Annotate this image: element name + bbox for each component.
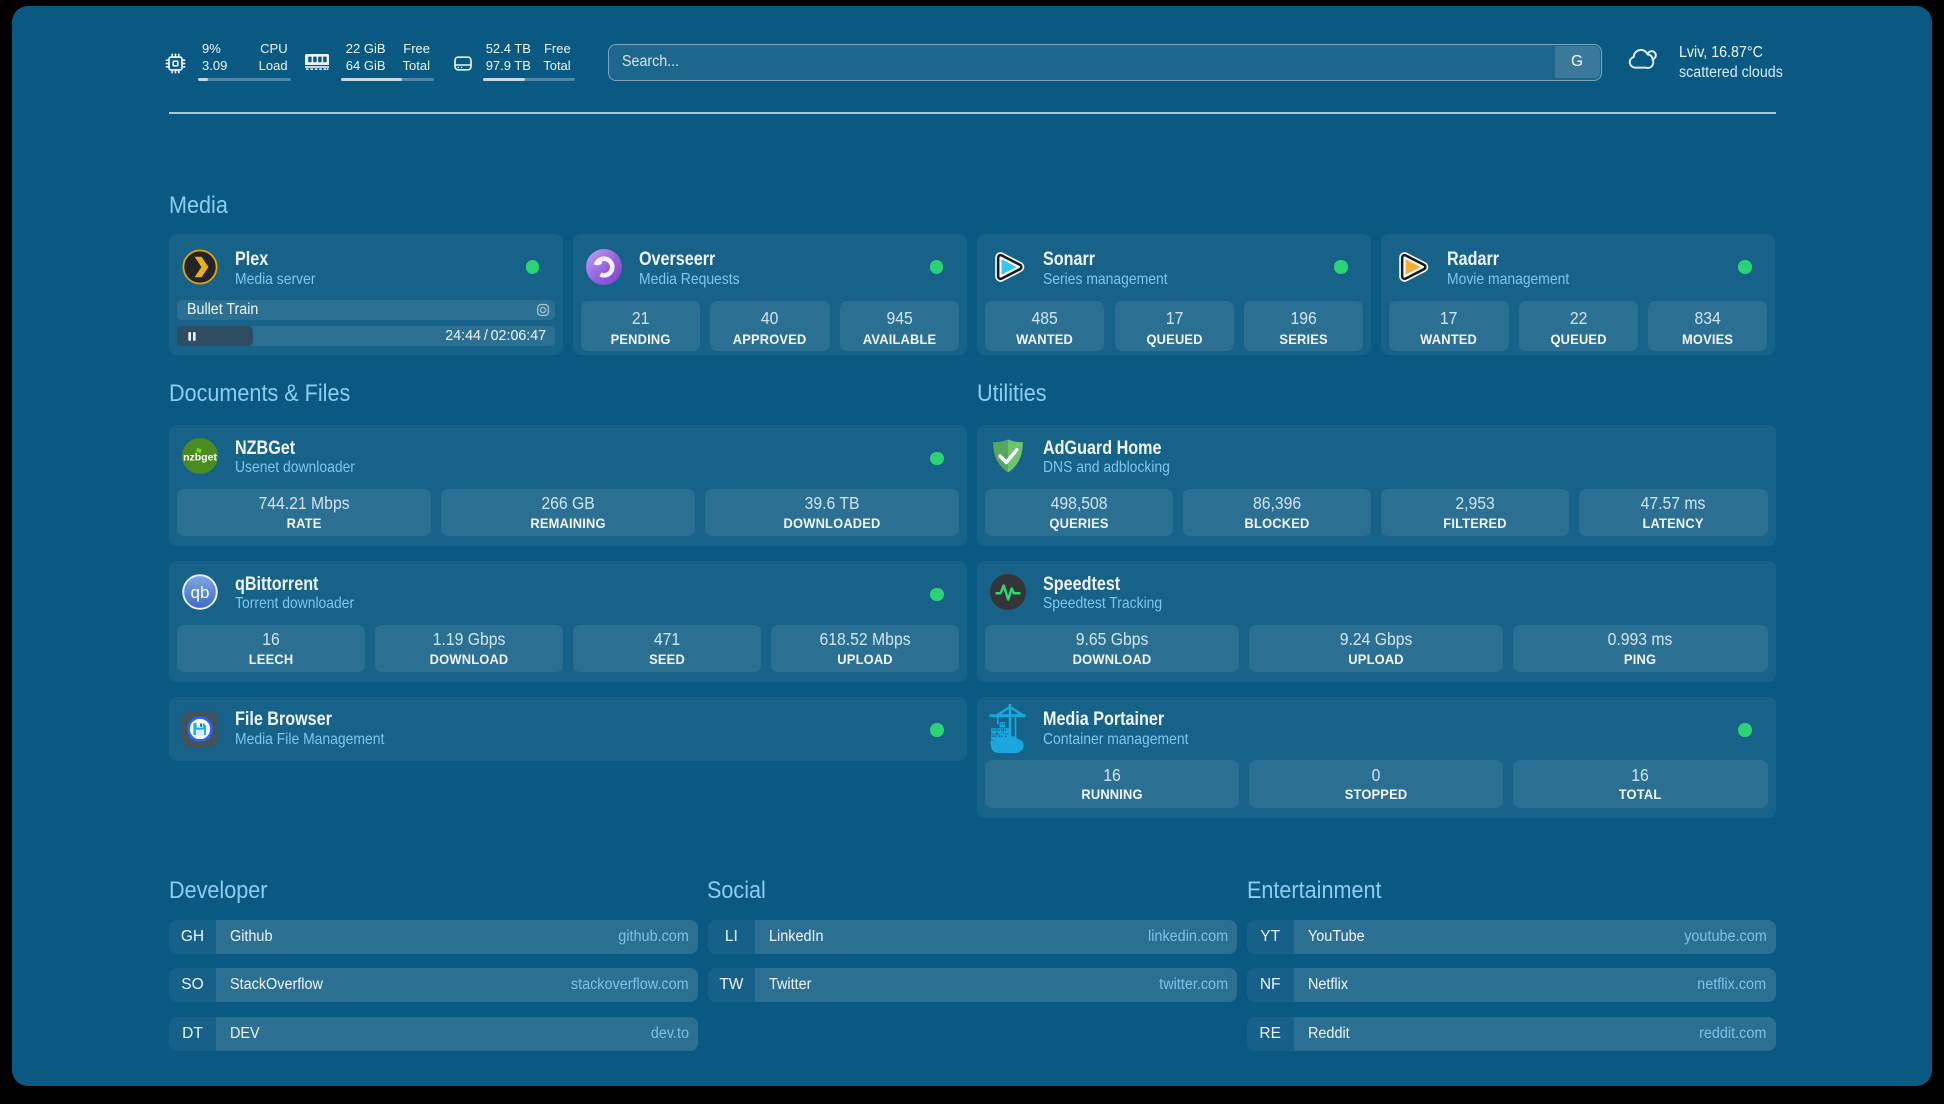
svg-text:qb: qb — [190, 583, 209, 602]
svg-text:nzbget: nzbget — [183, 451, 217, 463]
